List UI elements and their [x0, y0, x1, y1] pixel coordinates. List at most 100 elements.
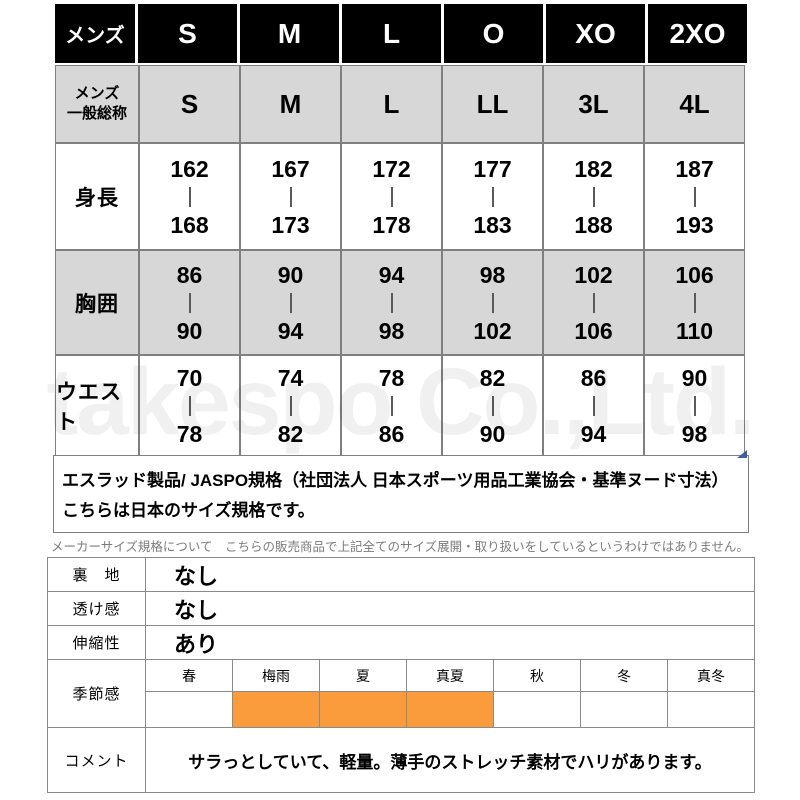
spec-row-stretch: 伸縮性 あり [48, 626, 754, 660]
product-spec-table: 裏 地 なし 透け感 なし 伸縮性 あり 季節感 春 梅雨 夏 真夏 秋 冬 真… [47, 557, 755, 793]
range-divider [693, 292, 696, 313]
height-range-cell: 177 183 [443, 144, 542, 249]
range-min: 94 [378, 261, 405, 288]
range-min: 86 [580, 364, 607, 391]
range-max: 94 [277, 317, 304, 344]
range-min: 102 [574, 261, 613, 288]
range-min: 70 [176, 364, 203, 391]
waist-row-label: ウエスト [56, 356, 138, 455]
season-col-label: 秋 [494, 660, 581, 691]
size-column-header: L [342, 4, 441, 63]
standards-note-line1: エスラッド製品/ JASPO規格（社団法人 日本スポーツ用品工業協会・基準ヌード… [62, 471, 729, 490]
range-max: 106 [574, 317, 613, 344]
chest-range-cell: 86 90 [140, 251, 239, 354]
range-max: 168 [170, 211, 209, 238]
season-indicator-cell [668, 692, 754, 727]
range-max: 193 [675, 211, 714, 238]
spec-label-stretch: 伸縮性 [48, 626, 146, 659]
chest-row-label: 胸囲 [56, 251, 138, 354]
spec-value-comment: サラっとしていて、軽量。薄手のストレッチ素材でハリがあります。 [188, 752, 712, 772]
spec-row-comment: コメント サラっとしていて、軽量。薄手のストレッチ素材でハリがあります。 [48, 728, 754, 792]
chest-range-cell: 94 98 [342, 251, 441, 354]
season-indicator-cell [407, 692, 494, 727]
range-min: 182 [574, 155, 613, 182]
chest-range-cell: 98 102 [443, 251, 542, 354]
range-min: 90 [681, 364, 708, 391]
range-divider [592, 395, 595, 416]
height-range-cell: 162 168 [140, 144, 239, 249]
general-size-label-line1: メンズ [74, 85, 120, 102]
season-indicator-cell [581, 692, 668, 727]
range-max: 98 [378, 317, 405, 344]
waist-range-cell: 74 82 [241, 356, 340, 455]
spec-row-sheerness: 透け感 なし [48, 592, 754, 626]
general-size-cell: S [140, 66, 239, 142]
spec-value-lining: なし [174, 563, 219, 589]
range-max: 98 [681, 420, 708, 447]
range-min: 82 [479, 364, 506, 391]
waist-range-cell: 70 78 [140, 356, 239, 455]
height-range-cell: 182 188 [544, 144, 643, 249]
range-min: 86 [176, 261, 203, 288]
range-min: 74 [277, 364, 304, 391]
spec-row-season: 季節感 春 梅雨 夏 真夏 秋 冬 真冬 [48, 660, 754, 728]
waist-range-cell: 86 94 [544, 356, 643, 455]
range-min: 106 [675, 261, 714, 288]
range-max: 188 [574, 211, 613, 238]
maker-size-disclaimer: メーカーサイズ規格について こちらの販売商品で上記全てのサイズ展開・取り扱いをし… [51, 540, 749, 554]
season-col-label: 冬 [581, 660, 668, 691]
season-col-label: 真冬 [697, 667, 725, 684]
season-grid: 春 梅雨 夏 真夏 秋 冬 真冬 [146, 660, 754, 727]
general-size-row-label: メンズ 一般総称 [56, 66, 138, 142]
height-row-label: 身長 [56, 144, 138, 249]
general-size-cell: M [241, 66, 340, 142]
spec-row-lining: 裏 地 なし [48, 558, 754, 592]
range-divider [693, 395, 696, 416]
range-divider [693, 186, 696, 207]
range-divider [289, 292, 292, 313]
range-divider [188, 186, 191, 207]
spec-value-stretch: あり [174, 631, 219, 657]
general-size-label-line2: 一般総称 [66, 105, 127, 122]
range-min: 78 [378, 364, 405, 391]
range-divider [592, 186, 595, 207]
size-column-header: M [240, 4, 339, 63]
range-divider [491, 186, 494, 207]
height-range-cell: 167 173 [241, 144, 340, 249]
season-col-label: 梅雨 [233, 660, 320, 691]
range-divider [289, 186, 292, 207]
range-min: 167 [271, 155, 310, 182]
size-chart-corner-label: メンズ [55, 4, 135, 63]
chest-range-cell: 102 106 [544, 251, 643, 354]
range-max: 90 [479, 420, 506, 447]
size-column-header: XO [546, 4, 645, 63]
range-max: 102 [473, 317, 512, 344]
range-divider [188, 292, 191, 313]
season-label-row: 春 梅雨 夏 真夏 秋 冬 真冬 [146, 660, 754, 692]
range-divider [491, 395, 494, 416]
selection-handle-icon [737, 450, 747, 458]
range-max: 86 [378, 420, 405, 447]
range-min: 90 [277, 261, 304, 288]
height-range-cell: 172 178 [342, 144, 441, 249]
range-max: 173 [271, 211, 310, 238]
chest-range-cell: 90 94 [241, 251, 340, 354]
range-max: 110 [675, 317, 714, 344]
waist-range-cell: 82 90 [443, 356, 542, 455]
range-divider [491, 292, 494, 313]
range-divider [289, 395, 292, 416]
spec-label-season: 季節感 [48, 660, 146, 727]
range-divider [390, 186, 393, 207]
chest-range-cell: 106 110 [645, 251, 744, 354]
size-chart-body: メンズ 一般総称 S M L LL 3L 4L 身長 162 168 167 1… [55, 65, 745, 456]
range-max: 94 [580, 420, 607, 447]
season-indicator-cell [494, 692, 581, 727]
range-max: 78 [176, 420, 203, 447]
general-size-cell: L [342, 66, 441, 142]
waist-range-cell: 78 86 [342, 356, 441, 455]
height-range-cell: 187 193 [645, 144, 744, 249]
general-size-cell: 4L [645, 66, 744, 142]
general-size-cell: 3L [544, 66, 643, 142]
spec-label-lining: 裏 地 [48, 558, 146, 591]
standards-note-line2: こちらは日本のサイズ規格です。 [62, 501, 315, 520]
